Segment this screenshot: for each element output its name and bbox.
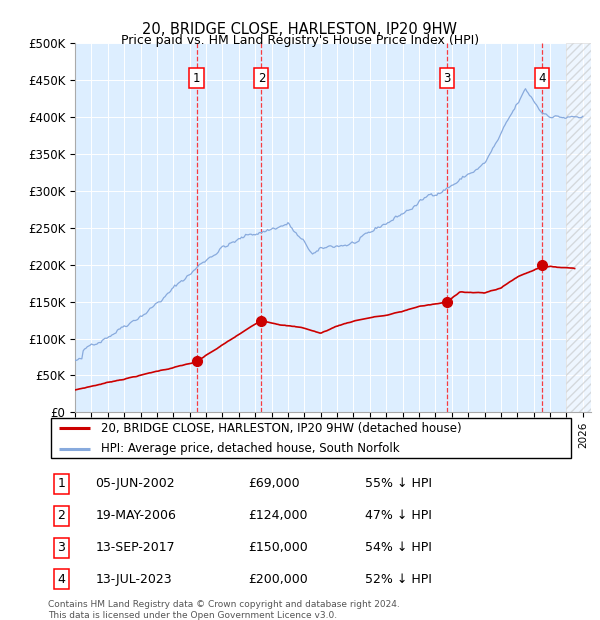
Text: £69,000: £69,000 [248, 477, 300, 490]
Text: HPI: Average price, detached house, South Norfolk: HPI: Average price, detached house, Sout… [101, 442, 400, 455]
Text: £150,000: £150,000 [248, 541, 308, 554]
Text: 13-JUL-2023: 13-JUL-2023 [95, 573, 172, 586]
Text: 3: 3 [57, 541, 65, 554]
Text: Price paid vs. HM Land Registry's House Price Index (HPI): Price paid vs. HM Land Registry's House … [121, 34, 479, 47]
FancyBboxPatch shape [50, 418, 571, 458]
Text: 4: 4 [539, 71, 546, 84]
Text: 52% ↓ HPI: 52% ↓ HPI [365, 573, 431, 586]
Text: 3: 3 [443, 71, 451, 84]
Text: 54% ↓ HPI: 54% ↓ HPI [365, 541, 431, 554]
Text: 47% ↓ HPI: 47% ↓ HPI [365, 509, 431, 522]
Text: 13-SEP-2017: 13-SEP-2017 [95, 541, 175, 554]
Text: £200,000: £200,000 [248, 573, 308, 586]
Text: £124,000: £124,000 [248, 509, 308, 522]
Text: 2: 2 [257, 71, 265, 84]
Text: Contains HM Land Registry data © Crown copyright and database right 2024.
This d: Contains HM Land Registry data © Crown c… [48, 600, 400, 620]
Bar [566, 43, 591, 412]
Text: 2: 2 [57, 509, 65, 522]
Text: 05-JUN-2002: 05-JUN-2002 [95, 477, 175, 490]
Text: 1: 1 [193, 71, 200, 84]
Text: 4: 4 [57, 573, 65, 586]
Text: 20, BRIDGE CLOSE, HARLESTON, IP20 9HW: 20, BRIDGE CLOSE, HARLESTON, IP20 9HW [143, 22, 458, 37]
Text: 1: 1 [57, 477, 65, 490]
Text: 55% ↓ HPI: 55% ↓ HPI [365, 477, 432, 490]
Text: 19-MAY-2006: 19-MAY-2006 [95, 509, 176, 522]
Text: 20, BRIDGE CLOSE, HARLESTON, IP20 9HW (detached house): 20, BRIDGE CLOSE, HARLESTON, IP20 9HW (d… [101, 422, 461, 435]
